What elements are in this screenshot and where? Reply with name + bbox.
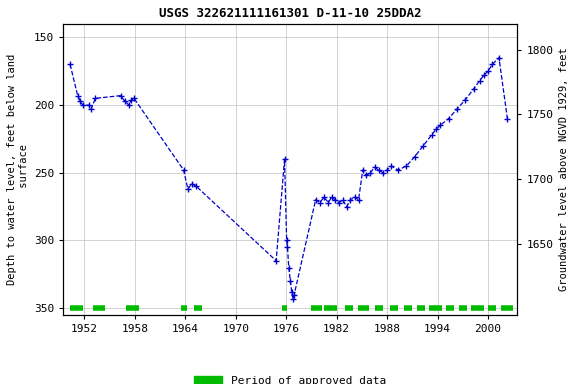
Y-axis label: Depth to water level, feet below land
 surface: Depth to water level, feet below land su… bbox=[7, 54, 29, 285]
Y-axis label: Groundwater level above NGVD 1929, feet: Groundwater level above NGVD 1929, feet bbox=[559, 48, 569, 291]
Legend: Period of approved data: Period of approved data bbox=[190, 372, 391, 384]
Title: USGS 322621111161301 D-11-10 25DDA2: USGS 322621111161301 D-11-10 25DDA2 bbox=[159, 7, 422, 20]
